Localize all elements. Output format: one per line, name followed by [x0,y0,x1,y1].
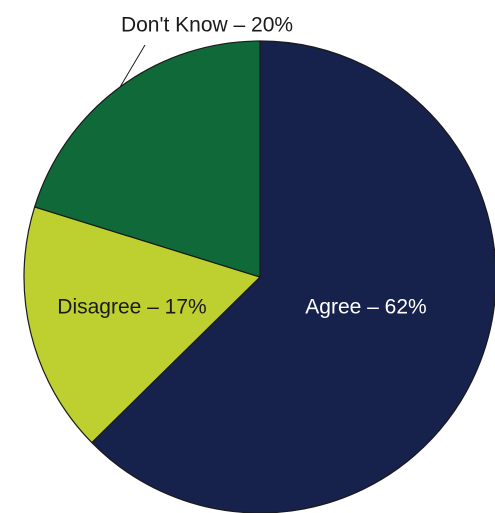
pie-label-disagree: Disagree – 17% [57,296,206,319]
pie-slice-labels: Agree – 62% Disagree – 17% Don't Know – 20… [57,14,426,319]
pie-label-don-t-know: Don't Know – 20% [121,14,293,37]
pie-slice-disagree [23,206,261,444]
pie-slice-agree [91,40,495,513]
leader-line-don-t-know [119,44,146,88]
pie-slices [23,40,495,513]
pie-leader-lines [119,44,146,88]
pie-label-agree: Agree – 62% [305,296,426,319]
